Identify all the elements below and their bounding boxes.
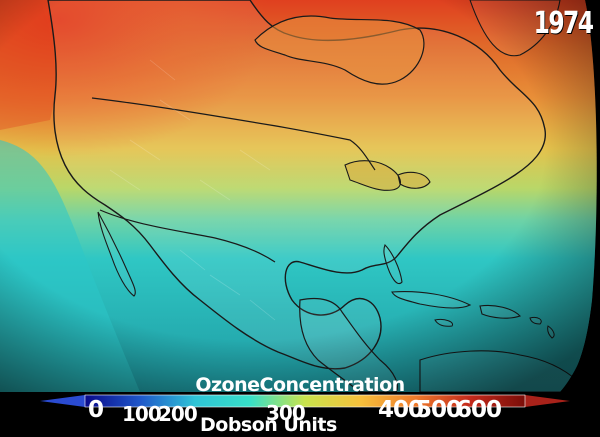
- year-label: 1974: [533, 6, 593, 41]
- globe-surface: [0, 0, 597, 392]
- colorbar-under-arrow: [40, 395, 85, 407]
- colorbar-tick-400: 400: [378, 397, 424, 423]
- colorbar-tick-100: 100: [122, 402, 162, 426]
- space-background: [560, 300, 600, 392]
- colorbar-units: Dobson Units: [200, 414, 337, 436]
- colorbar-tick-200: 200: [158, 402, 198, 426]
- colorbar-tick-600: 600: [456, 397, 502, 423]
- colorbar-tick-0: 0: [88, 397, 104, 423]
- colorbar-tick-500: 500: [416, 397, 462, 423]
- colorbar: [84, 394, 526, 408]
- colorbar-title: OzoneConcentration: [195, 374, 405, 396]
- colorbar-over-arrow: [525, 395, 570, 407]
- globe-limb-shade: [0, 0, 597, 392]
- colorbar-tick-300: 300: [266, 401, 306, 425]
